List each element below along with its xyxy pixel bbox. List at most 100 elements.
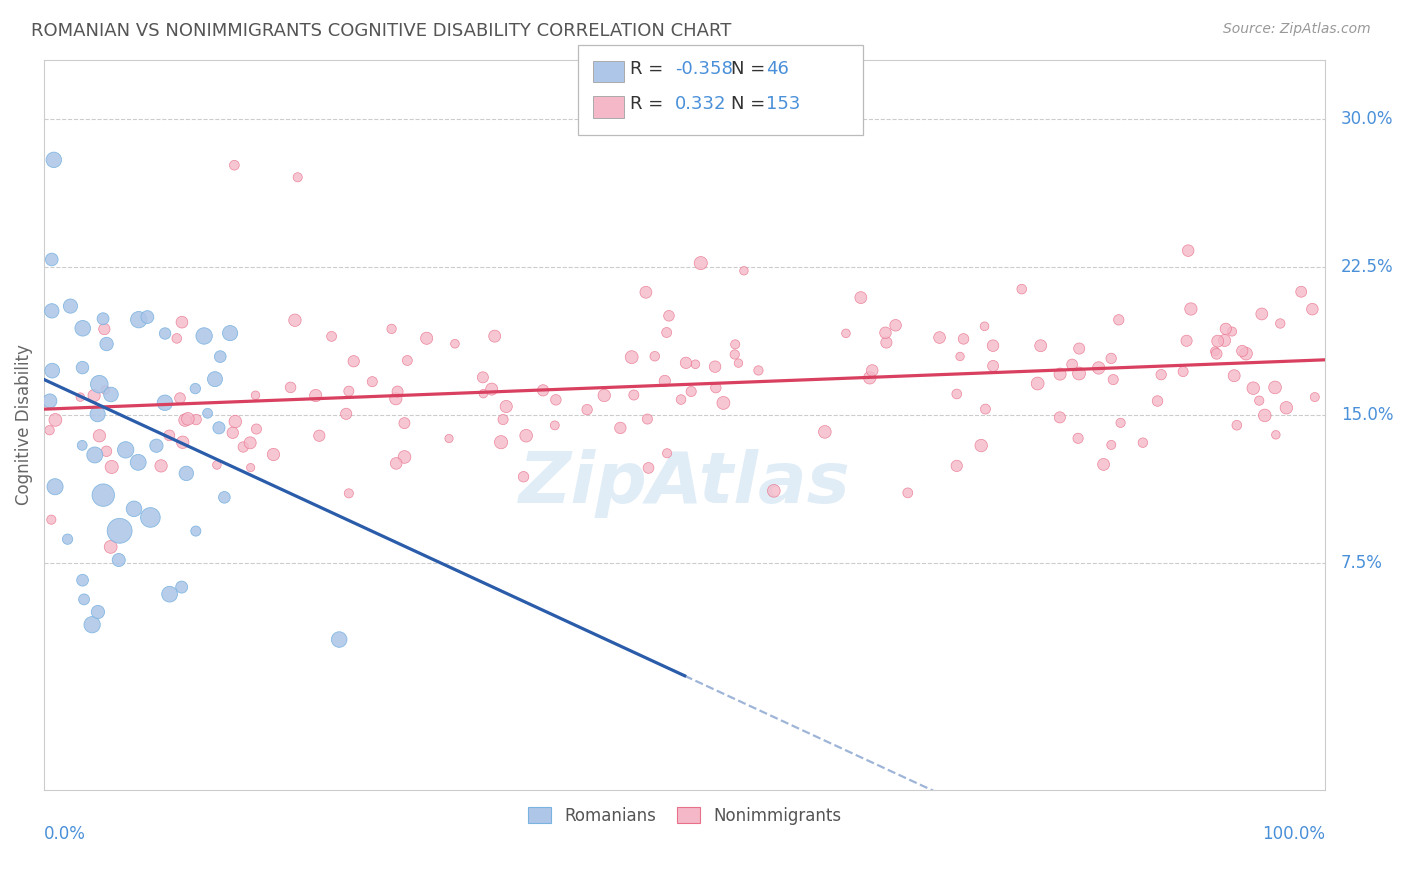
Point [1087, 360, 1109, 375]
Point [928, 330, 950, 344]
Point [685, 357, 707, 371]
Point [1264, 427, 1286, 442]
Point [100, 540, 122, 554]
Point [1049, 410, 1071, 425]
Text: ROMANIAN VS NONIMMIGRANTS COGNITIVE DISABILITY CORRELATION CHART: ROMANIAN VS NONIMMIGRANTS COGNITIVE DISA… [31, 22, 731, 40]
Point [1301, 302, 1323, 317]
Point [1270, 317, 1292, 331]
Point [128, 312, 150, 326]
Point [1109, 416, 1132, 430]
Point [1146, 394, 1168, 409]
Point [72, 321, 94, 335]
Point [713, 396, 735, 410]
Legend: Romanians, Nonimmigrants: Romanians, Nonimmigrants [522, 800, 848, 831]
Point [136, 310, 159, 324]
Point [83, 448, 105, 462]
Point [41, 252, 63, 267]
Text: R =: R = [630, 60, 669, 78]
Point [437, 432, 460, 446]
Point [193, 329, 215, 343]
Point [1099, 351, 1122, 366]
Point [884, 318, 907, 333]
Point [42, 153, 65, 167]
Point [394, 416, 416, 430]
Point [214, 491, 236, 505]
Point [245, 388, 267, 402]
Text: N =: N = [731, 60, 770, 78]
Point [139, 510, 162, 524]
Point [1303, 390, 1326, 404]
Point [859, 371, 882, 385]
Point [262, 448, 284, 462]
Point [1099, 438, 1122, 452]
Point [107, 553, 129, 567]
Point [100, 459, 122, 474]
Point [94, 383, 117, 397]
Point [82, 617, 104, 632]
Point [100, 387, 122, 401]
Point [1069, 342, 1091, 356]
Point [724, 347, 747, 361]
Point [385, 392, 408, 406]
Point [91, 488, 114, 502]
Point [176, 467, 198, 481]
Point [150, 458, 173, 473]
Point [166, 331, 188, 345]
Point [1177, 244, 1199, 258]
Text: ZipAtlas: ZipAtlas [519, 449, 851, 518]
Text: 46: 46 [766, 60, 789, 78]
Point [89, 377, 111, 392]
Point [284, 313, 307, 327]
Point [157, 428, 180, 442]
Point [1254, 409, 1277, 423]
Point [415, 331, 437, 345]
Point [209, 350, 232, 364]
Point [385, 457, 408, 471]
Point [73, 592, 96, 607]
Point [658, 309, 681, 323]
Point [1223, 368, 1246, 383]
Text: 100.0%: 100.0% [1263, 825, 1326, 844]
Point [733, 264, 755, 278]
Point [974, 402, 997, 417]
Point [444, 336, 467, 351]
Point [484, 329, 506, 343]
Point [1234, 346, 1257, 360]
Point [949, 350, 972, 364]
Point [153, 396, 176, 410]
Point [495, 400, 517, 414]
Point [72, 360, 94, 375]
Point [172, 435, 194, 450]
Point [945, 458, 967, 473]
Point [544, 392, 567, 407]
Point [489, 435, 512, 450]
Point [1249, 393, 1271, 408]
Point [287, 170, 309, 185]
Point [609, 421, 631, 435]
Point [328, 632, 350, 647]
Point [945, 387, 967, 401]
Point [681, 384, 703, 399]
Point [544, 418, 567, 433]
Point [814, 425, 837, 439]
Point [620, 350, 643, 364]
Point [239, 435, 262, 450]
Text: Source: ZipAtlas.com: Source: ZipAtlas.com [1223, 22, 1371, 37]
Point [153, 326, 176, 341]
Point [593, 388, 616, 402]
Point [208, 421, 231, 435]
Point [973, 319, 995, 334]
Point [280, 380, 302, 394]
Point [1289, 285, 1312, 299]
Point [472, 386, 495, 401]
Point [1275, 401, 1298, 415]
Point [114, 442, 136, 457]
Point [184, 412, 207, 426]
Point [1108, 313, 1130, 327]
Point [219, 326, 242, 340]
Point [87, 605, 110, 619]
Point [1026, 376, 1049, 391]
Point [1180, 301, 1202, 316]
Point [1220, 325, 1243, 339]
Point [1132, 435, 1154, 450]
